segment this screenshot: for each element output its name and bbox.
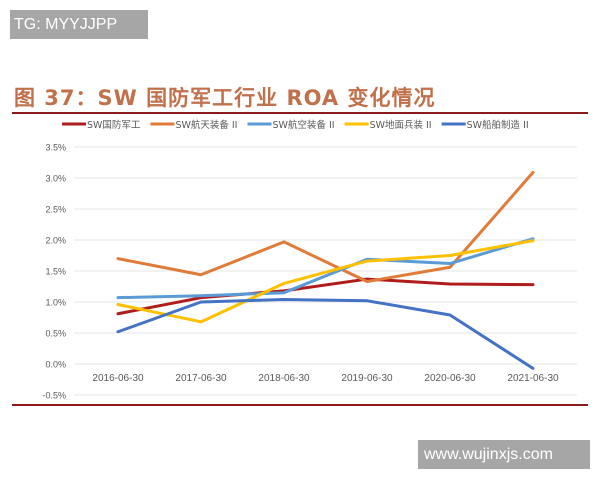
y-tick-label: -0.5%: [42, 391, 66, 401]
x-tick-label: 2016-06-30: [92, 373, 144, 384]
legend-label: SW航空装备 II: [273, 119, 335, 131]
y-tick-label: 1.5%: [45, 267, 66, 277]
y-tick-label: 2.0%: [45, 236, 66, 246]
x-tick-label: 2017-06-30: [175, 373, 227, 384]
watermark-bottom-right: www.wujinxjs.com: [418, 440, 590, 469]
bottom-rule: [12, 404, 588, 406]
series-line-3: [116, 237, 535, 300]
y-tick-label: 0.5%: [45, 329, 66, 339]
x-tick-label: 2021-06-30: [507, 373, 559, 384]
x-tick-label: 2018-06-30: [258, 373, 310, 384]
x-tick-label: 2019-06-30: [341, 373, 393, 384]
series-line-1: [116, 277, 535, 316]
y-tick-label: 2.5%: [45, 205, 66, 215]
watermark-top-left: TG: MYYJJPP: [10, 10, 148, 39]
title-rule: [12, 112, 588, 114]
y-tick-label: 1.0%: [45, 298, 66, 308]
legend-label: SW国防军工: [87, 119, 141, 131]
series-line-4: [116, 239, 535, 324]
legend-label: SW船舶制造 II: [467, 119, 529, 131]
y-tick-label: 0.0%: [45, 360, 66, 370]
legend-label: SW航天装备 II: [175, 119, 237, 131]
series-line-2: [116, 170, 535, 284]
y-tick-label: 3.5%: [45, 143, 66, 153]
series-line-5: [116, 298, 535, 370]
y-tick-label: 3.0%: [45, 174, 66, 184]
chart-title: 图 37：SW 国防军工行业 ROA 变化情况: [14, 86, 436, 110]
legend-label: SW地面兵装 II: [370, 119, 432, 131]
x-tick-label: 2020-06-30: [424, 373, 476, 384]
